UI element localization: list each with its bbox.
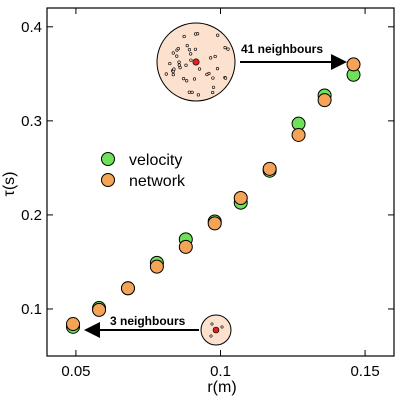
neighbour-dot xyxy=(211,90,215,95)
point-network xyxy=(262,161,277,176)
legend-marker-network xyxy=(101,173,115,187)
annotation-41-neighbours: 41 neighbours xyxy=(240,42,347,70)
neighbour-dot xyxy=(215,67,220,71)
neighbour-dot xyxy=(187,90,191,94)
y-tick-label: 0.1 xyxy=(21,301,42,318)
neighbour-dot xyxy=(187,48,192,52)
legend-label-network: network xyxy=(129,173,186,190)
neighbour-dot xyxy=(209,334,213,338)
neighbour-dot xyxy=(211,85,216,89)
neighbour-dot xyxy=(192,77,197,81)
point-network xyxy=(291,127,306,142)
point-network xyxy=(66,317,81,332)
neighbour-dot xyxy=(177,63,181,67)
neighbour-dot xyxy=(189,58,193,62)
neighbour-dot xyxy=(205,72,209,77)
neighbour-dot xyxy=(220,325,224,329)
neighbour-dot xyxy=(197,67,202,71)
neighbour-dot xyxy=(216,33,220,37)
neighbour-dot xyxy=(175,54,179,58)
point-network xyxy=(120,281,135,296)
point-network xyxy=(149,259,164,274)
neighbour-dot xyxy=(189,52,193,56)
y-tick-label: 0.2 xyxy=(21,207,42,224)
point-network xyxy=(346,57,361,72)
neighbourhood-3-illustration xyxy=(200,314,232,346)
neighbour-dot xyxy=(185,44,189,48)
neighbourhood-41-illustration xyxy=(156,22,236,102)
y-axis: 0.1 0.2 0.3 0.4 xyxy=(21,19,394,318)
x-axis: 0.05 0.1 0.15 xyxy=(61,8,380,380)
data-points xyxy=(66,57,361,334)
point-network xyxy=(233,190,248,205)
x-axis-label: r(m) xyxy=(207,379,236,396)
neighbour-dot xyxy=(172,67,176,71)
neighbour-dot xyxy=(210,322,214,326)
neighbour-dot xyxy=(190,90,194,94)
y-axis-label: τ(s) xyxy=(1,172,18,197)
x-tick-label: 0.05 xyxy=(61,363,90,380)
legend-label-velocity: velocity xyxy=(129,152,182,169)
neighbour-dot xyxy=(168,61,172,66)
neighbour-dot xyxy=(226,47,230,51)
annotation-3-neighbours: 3 neighbours xyxy=(84,314,199,338)
point-network xyxy=(317,93,332,108)
neighbour-dot xyxy=(223,45,227,50)
neighbour-dot xyxy=(171,73,175,77)
annotation-3-label: 3 neighbours xyxy=(110,314,186,328)
neighbour-dot xyxy=(182,34,186,39)
point-network xyxy=(207,216,222,231)
x-tick-label: 0.15 xyxy=(350,363,379,380)
neighbour-dot xyxy=(193,32,198,36)
neighbour-dot xyxy=(184,63,188,67)
y-tick-label: 0.4 xyxy=(21,19,42,36)
legend-marker-velocity xyxy=(101,152,115,166)
neighbour-dot xyxy=(185,79,189,83)
legend: velocity network xyxy=(101,152,186,190)
focal-individual-dot xyxy=(212,326,220,334)
x-tick-label: 0.1 xyxy=(210,363,231,380)
neighbour-dot xyxy=(177,60,181,64)
point-network xyxy=(92,302,107,317)
neighbour-dot xyxy=(178,66,182,70)
neighbour-dot xyxy=(223,76,228,80)
neighbour-dot xyxy=(209,56,213,60)
neighbour-dot xyxy=(176,47,180,51)
neighbour-dot xyxy=(164,72,168,76)
neighbour-dot xyxy=(182,77,186,81)
neighbour-dot xyxy=(211,76,215,80)
neighbour-dot xyxy=(196,93,200,97)
annotation-41-label: 41 neighbours xyxy=(241,42,323,56)
y-tick-label: 0.3 xyxy=(21,113,42,130)
neighbour-dot xyxy=(171,51,175,55)
focal-individual-dot xyxy=(192,58,200,66)
neighbour-dot xyxy=(193,47,198,51)
point-network xyxy=(178,239,193,254)
neighbour-dot xyxy=(213,54,217,59)
